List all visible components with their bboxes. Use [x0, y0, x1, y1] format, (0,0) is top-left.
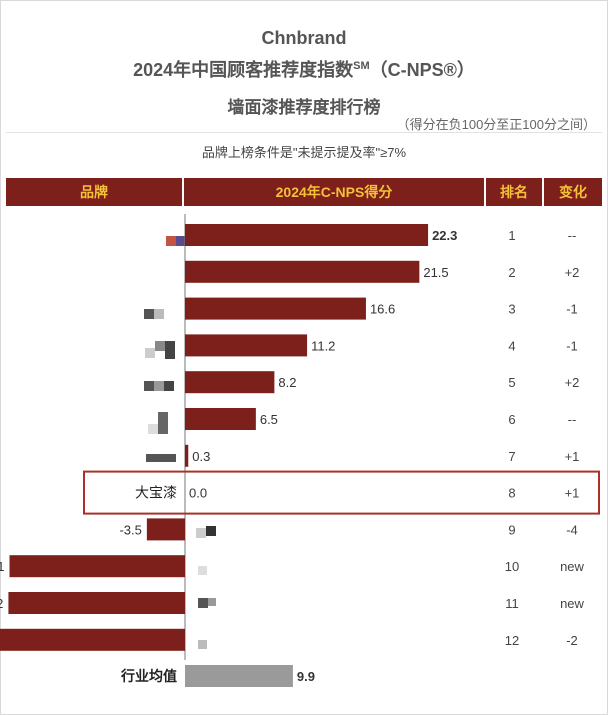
value-label: -16.2: [0, 596, 3, 611]
average-label: 行业均值: [120, 668, 177, 684]
rank-label: 10: [505, 559, 519, 574]
brand-label: 大宝漆: [135, 485, 177, 501]
title-superscript: SM: [353, 60, 370, 72]
bar: [0, 628, 185, 651]
logo-placeholder: [164, 381, 174, 391]
logo-placeholder: [176, 236, 186, 246]
listing-condition: 品牌上榜条件是"未提示提及率"≥7%: [201, 145, 407, 160]
bar: [185, 334, 308, 357]
bar: [8, 592, 186, 614]
brand-title: Chnbrand: [261, 28, 347, 48]
rank-label: 12: [505, 633, 519, 648]
change-label: --: [568, 412, 577, 427]
header-brand: 品牌: [6, 178, 182, 206]
rank-label: 3: [508, 302, 515, 317]
change-label: +2: [565, 375, 580, 390]
header-score: 2024年C-NPS得分: [184, 178, 484, 206]
value-label: 0.0: [189, 486, 207, 501]
rank-label: 7: [508, 449, 515, 464]
rank-label: 4: [508, 338, 515, 353]
change-label: -4: [566, 522, 578, 537]
rank-label: 8: [508, 486, 515, 501]
rank-label: 1: [508, 228, 515, 243]
logo-placeholder: [158, 412, 168, 434]
header-change: 变化: [544, 178, 602, 206]
bar: [185, 224, 429, 246]
change-label: +2: [565, 265, 580, 280]
logo-placeholder: [206, 526, 216, 536]
logo-placeholder: [154, 309, 164, 319]
logo-placeholder: [198, 566, 207, 575]
average-value-label: 9.9: [297, 669, 315, 684]
logo-placeholder: [166, 236, 176, 246]
logo-placeholder: [146, 454, 176, 462]
value-label: 11.2: [311, 338, 335, 353]
logo-placeholder: [198, 640, 207, 649]
change-label: new: [560, 559, 584, 574]
bar: [185, 408, 256, 430]
rank-label: 11: [505, 596, 519, 611]
logo-placeholder: [154, 381, 164, 391]
logo-placeholder: [145, 348, 155, 358]
header-rank: 排名: [486, 178, 542, 206]
highlight-box: [83, 470, 600, 515]
bar: [146, 518, 185, 541]
bar: [9, 555, 186, 578]
rank-label: 6: [508, 412, 515, 427]
rank-label: 2: [508, 265, 515, 280]
bar: [185, 297, 366, 320]
chart-subtitle: 墙面漆推荐度排行榜: [227, 98, 381, 117]
logo-placeholder: [148, 424, 158, 434]
title-tail: （C-NPS®）: [369, 60, 475, 80]
score-range-note: （得分在负100分至正100分之间）: [396, 117, 596, 132]
logo-placeholder: [165, 341, 175, 359]
logo-placeholder: [196, 528, 206, 538]
change-label: -1: [566, 338, 578, 353]
value-label: -16.1: [0, 559, 5, 574]
value-label: 6.5: [260, 412, 278, 427]
value-label: 16.6: [370, 302, 395, 317]
rank-label: 9: [508, 522, 515, 537]
chart-title: 2024年中国顾客推荐度指数SM（C-NPS®）: [0, 56, 608, 82]
value-label: 22.3: [432, 228, 457, 243]
change-label: +1: [565, 449, 580, 464]
logo-placeholder: [198, 598, 208, 608]
change-label: -1: [566, 302, 578, 317]
change-label: new: [560, 596, 584, 611]
change-label: --: [568, 228, 577, 243]
value-label: 0.3: [192, 449, 210, 464]
bar: [185, 371, 275, 394]
logo-placeholder: [208, 598, 216, 606]
logo-placeholder: [144, 381, 154, 391]
bar: [185, 444, 189, 467]
value-label: -3.5: [119, 522, 141, 537]
logo-placeholder: [155, 341, 165, 351]
value-label: 8.2: [278, 375, 296, 390]
change-label: +1: [565, 486, 580, 501]
average-bar: [185, 665, 293, 687]
title-main: 2024年中国顾客推荐度指数: [133, 60, 354, 80]
divider: [6, 132, 602, 133]
change-label: -2: [566, 633, 578, 648]
rank-label: 5: [508, 375, 515, 390]
value-label: 21.5: [423, 265, 448, 280]
logo-placeholder: [144, 309, 154, 319]
bar: [185, 260, 420, 283]
